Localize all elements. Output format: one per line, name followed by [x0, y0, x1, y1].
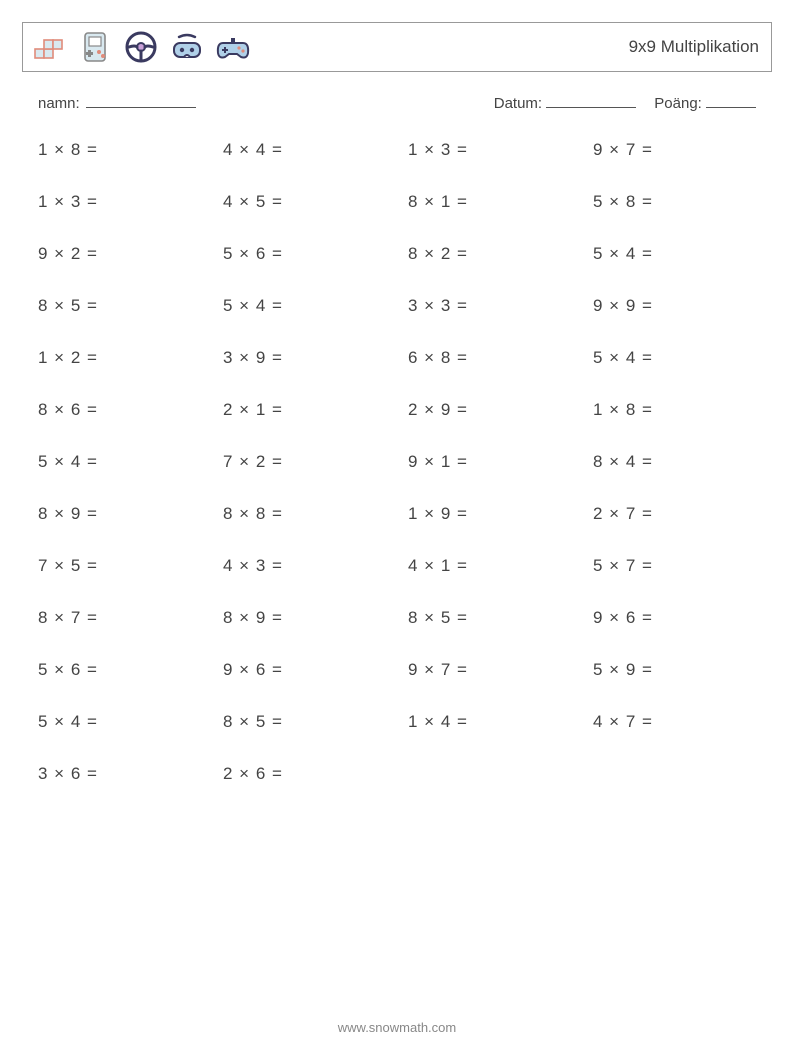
problem-cell: 5 × 9 =	[593, 660, 778, 680]
score-blank[interactable]	[706, 94, 756, 108]
problem-cell: 8 × 6 =	[38, 400, 223, 420]
problems-grid: 1 × 8 =4 × 4 =1 × 3 =9 × 7 =1 × 3 =4 × 5…	[38, 140, 756, 784]
problem-cell: 5 × 6 =	[38, 660, 223, 680]
problem-cell: 9 × 7 =	[408, 660, 593, 680]
problem-cell: 4 × 3 =	[223, 556, 408, 576]
problem-row: 5 × 4 =7 × 2 =9 × 1 =8 × 4 =	[38, 452, 756, 472]
problem-cell: 8 × 5 =	[223, 712, 408, 732]
problem-row: 1 × 2 =3 × 9 =6 × 8 =5 × 4 =	[38, 348, 756, 368]
problem-row: 3 × 6 =2 × 6 =	[38, 764, 756, 784]
problem-row: 8 × 6 =2 × 1 =2 × 9 =1 × 8 =	[38, 400, 756, 420]
problem-cell: 8 × 2 =	[408, 244, 593, 264]
problem-cell: 2 × 9 =	[408, 400, 593, 420]
problem-row: 5 × 4 =8 × 5 =1 × 4 =4 × 7 =	[38, 712, 756, 732]
problem-row: 8 × 7 =8 × 9 =8 × 5 =9 × 6 =	[38, 608, 756, 628]
problem-row: 1 × 3 =4 × 5 =8 × 1 =5 × 8 =	[38, 192, 756, 212]
problem-cell: 4 × 7 =	[593, 712, 778, 732]
problem-cell: 1 × 8 =	[593, 400, 778, 420]
gameboy-icon	[77, 29, 113, 65]
problem-cell: 9 × 6 =	[223, 660, 408, 680]
problem-cell: 6 × 8 =	[408, 348, 593, 368]
problem-cell: 2 × 7 =	[593, 504, 778, 524]
problem-cell: 9 × 6 =	[593, 608, 778, 628]
score-label: Poäng:	[654, 95, 702, 112]
tetris-icon	[31, 29, 67, 65]
problem-cell: 5 × 7 =	[593, 556, 778, 576]
problem-cell: 5 × 6 =	[223, 244, 408, 264]
footer-url: www.snowmath.com	[0, 1020, 794, 1035]
problem-cell: 7 × 5 =	[38, 556, 223, 576]
problem-cell: 1 × 3 =	[38, 192, 223, 212]
problem-row: 5 × 6 =9 × 6 =9 × 7 =5 × 9 =	[38, 660, 756, 680]
problem-cell: 5 × 8 =	[593, 192, 778, 212]
problem-cell: 9 × 7 =	[593, 140, 778, 160]
problem-cell: 3 × 6 =	[38, 764, 223, 784]
worksheet-title: 9x9 Multiplikation	[629, 37, 759, 57]
date-blank[interactable]	[546, 94, 636, 108]
problem-cell: 9 × 2 =	[38, 244, 223, 264]
problem-cell: 9 × 9 =	[593, 296, 778, 316]
meta-row: namn: Datum: Poäng:	[38, 94, 756, 112]
problem-cell: 5 × 4 =	[38, 452, 223, 472]
problem-cell: 2 × 6 =	[223, 764, 408, 784]
gamepad-icon	[215, 29, 251, 65]
header-box: 9x9 Multiplikation	[22, 22, 772, 72]
problem-cell: 3 × 3 =	[408, 296, 593, 316]
steering-icon	[123, 29, 159, 65]
problem-cell: 8 × 8 =	[223, 504, 408, 524]
problem-cell: 1 × 4 =	[408, 712, 593, 732]
problem-cell: 2 × 1 =	[223, 400, 408, 420]
problem-cell: 5 × 4 =	[593, 244, 778, 264]
problem-cell: 1 × 3 =	[408, 140, 593, 160]
date-label: Datum:	[494, 95, 542, 112]
problem-cell: 5 × 4 =	[223, 296, 408, 316]
problem-row: 8 × 5 =5 × 4 =3 × 3 =9 × 9 =	[38, 296, 756, 316]
problem-row: 9 × 2 =5 × 6 =8 × 2 =5 × 4 =	[38, 244, 756, 264]
vr-icon	[169, 29, 205, 65]
problem-row: 8 × 9 =8 × 8 =1 × 9 =2 × 7 =	[38, 504, 756, 524]
name-label: namn:	[38, 95, 80, 112]
problem-cell: 8 × 9 =	[223, 608, 408, 628]
problem-cell: 7 × 2 =	[223, 452, 408, 472]
problem-cell: 4 × 4 =	[223, 140, 408, 160]
problem-cell: 1 × 8 =	[38, 140, 223, 160]
problem-cell: 8 × 5 =	[408, 608, 593, 628]
problem-cell: 8 × 7 =	[38, 608, 223, 628]
problem-cell: 5 × 4 =	[593, 348, 778, 368]
problem-cell: 8 × 9 =	[38, 504, 223, 524]
problem-cell: 5 × 4 =	[38, 712, 223, 732]
header-icons	[31, 29, 251, 65]
problem-cell: 1 × 9 =	[408, 504, 593, 524]
problem-row: 7 × 5 =4 × 3 =4 × 1 =5 × 7 =	[38, 556, 756, 576]
problem-cell: 8 × 4 =	[593, 452, 778, 472]
problem-cell: 3 × 9 =	[223, 348, 408, 368]
problem-row: 1 × 8 =4 × 4 =1 × 3 =9 × 7 =	[38, 140, 756, 160]
problem-cell: 1 × 2 =	[38, 348, 223, 368]
problem-cell: 4 × 5 =	[223, 192, 408, 212]
problem-cell: 9 × 1 =	[408, 452, 593, 472]
problem-cell: 4 × 1 =	[408, 556, 593, 576]
problem-cell: 8 × 5 =	[38, 296, 223, 316]
name-blank[interactable]	[86, 94, 196, 108]
problem-cell: 8 × 1 =	[408, 192, 593, 212]
